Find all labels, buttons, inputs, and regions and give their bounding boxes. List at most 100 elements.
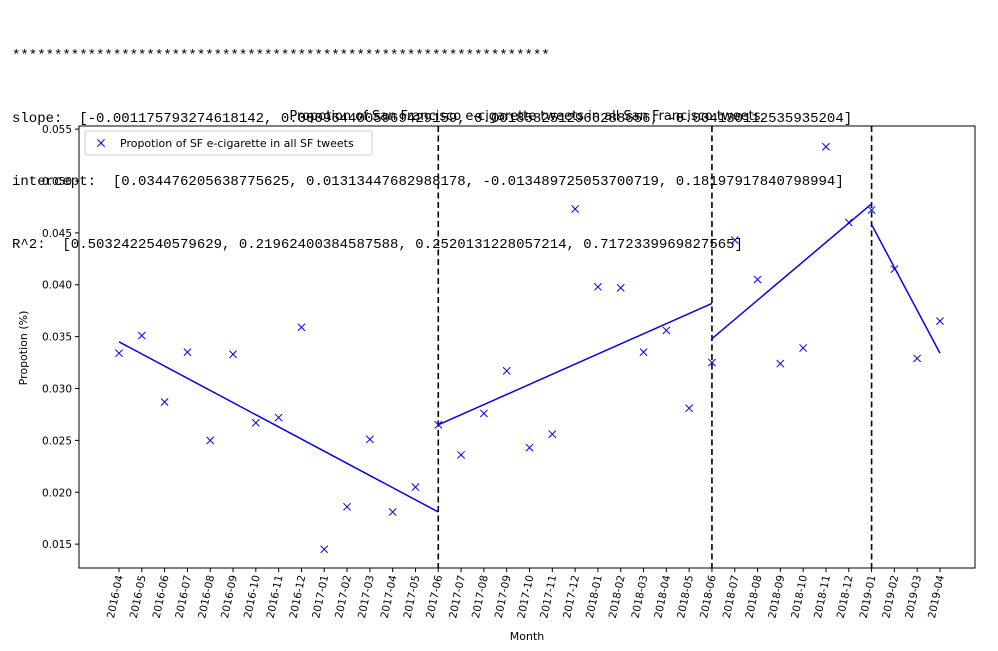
- x-tick-label: 2016-11: [265, 574, 286, 619]
- marker-stroke: [388, 508, 397, 516]
- marker-stroke: [274, 413, 283, 422]
- data-point: [479, 409, 488, 418]
- marker-stroke: [707, 358, 716, 367]
- data-point: [571, 205, 580, 213]
- plot-area: 0.015 0.020 0.025 0.030 0.035 0.040 0.045 0.050…: [42, 124, 976, 620]
- marker-stroke: [137, 331, 146, 340]
- data-point: [297, 323, 306, 332]
- x-tick-label: 2019-01: [858, 574, 879, 619]
- x-tick-label: 2017-11: [538, 574, 559, 619]
- marker-stroke: [160, 398, 169, 406]
- x-tick-label: 2017-04: [379, 574, 400, 620]
- marker-stroke: [411, 483, 420, 492]
- x-tick-label: 2018-08: [744, 574, 765, 619]
- data-point: [593, 282, 602, 291]
- console-slope: slope: [-0.001175793274618142, 0.0009644…: [12, 111, 853, 127]
- x-tick-label: 2017-03: [356, 574, 377, 619]
- x-tick-label: 2019-02: [880, 574, 901, 619]
- fit-line: [711, 203, 873, 340]
- marker-stroke: [571, 205, 580, 213]
- x-tick-label: 2018-10: [789, 574, 810, 619]
- data-point: [639, 348, 648, 357]
- x-tick-label: 2019-04: [926, 574, 947, 620]
- x-tick-label: 2018-12: [835, 574, 856, 619]
- data-point: [548, 430, 557, 439]
- data-point: [251, 418, 260, 427]
- x-tick-label: 2017-02: [333, 574, 354, 619]
- data-point: [343, 502, 352, 511]
- marker-stroke: [890, 265, 899, 274]
- x-tick-label: 2017-07: [447, 574, 468, 619]
- data-point: [137, 331, 146, 340]
- data-point: [822, 142, 830, 151]
- x-tick-label: 2017-05: [402, 574, 423, 619]
- data-point: [457, 450, 466, 459]
- chart-title: Propotion of San Francisco e-cigarette t…: [289, 109, 764, 124]
- marker-stroke: [97, 139, 105, 147]
- x-tick-label: 2018-05: [675, 574, 696, 619]
- x-tick-label: 2016-09: [219, 574, 240, 619]
- marker-stroke: [822, 142, 830, 151]
- x-tick-label: 2016-07: [173, 574, 194, 619]
- marker-stroke: [616, 283, 625, 292]
- x-tick-label: 2017-09: [493, 574, 514, 619]
- y-tick-label: 0.015: [42, 539, 72, 551]
- y-axis-label: Propotion (%): [17, 311, 30, 386]
- x-tick-label: 2018-11: [812, 574, 833, 619]
- x-tick-label: 2018-06: [698, 574, 719, 620]
- marker-stroke: [776, 359, 785, 368]
- data-point: [867, 206, 876, 214]
- x-tick-label: 2016-05: [128, 574, 149, 619]
- x-tick-label: 2016-12: [288, 574, 309, 619]
- x-tick-label: 2018-04: [652, 574, 673, 620]
- y-tick-label: 0.040: [42, 280, 72, 292]
- marker-stroke: [365, 435, 374, 444]
- console-intercept: intercept: [0.034476205638775625, 0.0131…: [12, 174, 844, 190]
- data-point: [730, 236, 739, 245]
- marker-stroke: [251, 418, 260, 427]
- marker-stroke: [685, 404, 694, 413]
- data-point: [753, 275, 762, 284]
- x-tick-label: 2018-03: [630, 574, 651, 619]
- x-tick-label: 2017-08: [470, 574, 491, 619]
- marker-stroke: [753, 275, 762, 284]
- data-point: [890, 265, 899, 274]
- marker-stroke: [206, 436, 215, 445]
- marker-stroke: [115, 349, 123, 358]
- data-point: [502, 366, 511, 375]
- y-tick-label: 0.050: [42, 176, 72, 188]
- data-point: [160, 398, 169, 406]
- x-tick-label: 2018-09: [766, 574, 787, 619]
- marker-stroke: [844, 218, 853, 227]
- data-point: [844, 218, 853, 227]
- data-point: [206, 436, 215, 445]
- x-tick-label: 2018-07: [721, 574, 742, 619]
- console-separator: ****************************************…: [12, 48, 550, 64]
- x-tick-label: 2016-06: [151, 574, 172, 620]
- marker-stroke: [320, 545, 329, 554]
- data-point: [320, 545, 329, 554]
- legend-box: [84, 130, 373, 156]
- x-axis-label: Month: [510, 630, 545, 643]
- data-point: [388, 508, 397, 516]
- legend: Propotion of SF e-cigarette in all SF tw…: [84, 130, 373, 156]
- marker-stroke: [502, 366, 511, 375]
- x-tick-label: 2017-10: [516, 574, 537, 619]
- y-tick-label: 0.025: [42, 435, 72, 447]
- data-point: [913, 354, 922, 363]
- data-point: [799, 344, 808, 352]
- marker-stroke: [662, 326, 671, 335]
- x-tick-label: 2017-06: [424, 574, 445, 620]
- legend-marker: [97, 139, 105, 147]
- data-point: [365, 435, 374, 444]
- data-point: [662, 326, 671, 335]
- marker-stroke: [229, 350, 237, 359]
- x-tick-label: 2018-02: [607, 574, 628, 619]
- marker-stroke: [936, 317, 944, 326]
- y-tick-label: 0.035: [42, 332, 72, 344]
- x-tick-label: 2016-04: [105, 574, 126, 620]
- data-point: [936, 317, 944, 326]
- console-output: ****************************************…: [12, 4, 992, 277]
- marker-stroke: [457, 450, 466, 459]
